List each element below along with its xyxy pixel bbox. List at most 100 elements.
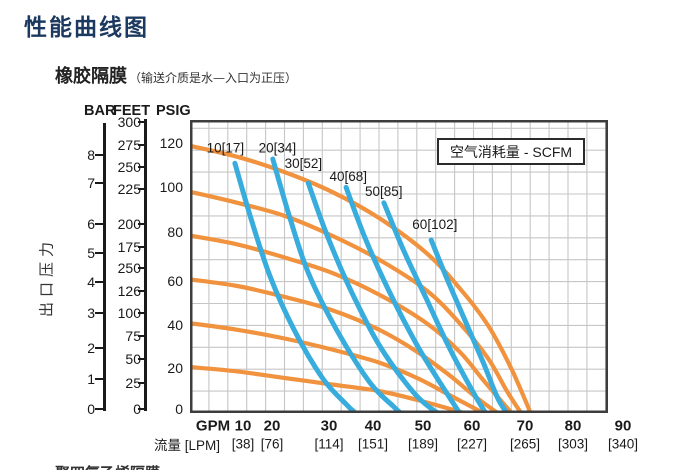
y-axis-title: 出口压力 <box>38 236 56 318</box>
gpm-tick-label: 10 <box>234 417 252 435</box>
bar-axis-tick <box>95 153 104 157</box>
feet-axis-tick <box>138 222 146 226</box>
bar-axis-tick <box>95 407 104 411</box>
bar-axis-tick <box>95 346 104 350</box>
bar-axis-tick <box>95 181 104 185</box>
bar-axis-label: 3 <box>87 305 95 321</box>
legend-box: 空气消耗量 - SCFM <box>437 138 585 165</box>
feet-axis-header: FEET <box>113 103 151 119</box>
performance-curve-discharge-60psig <box>190 277 500 413</box>
bar-axis-label: 0 <box>87 401 95 417</box>
page-title: 性能曲线图 <box>24 14 149 41</box>
feet-axis-label: 200 <box>117 216 141 232</box>
feet-axis-label: 126 <box>117 283 141 299</box>
section-subtitle: 橡胶隔膜 （输送介质是水—入口为正压） <box>55 62 297 88</box>
feet-axis-label: 75 <box>125 328 141 344</box>
lpm-unit-label: 流量 [LPM] <box>153 438 221 453</box>
performance-curve-discharge-120psig <box>190 143 533 413</box>
psig-axis-label: 120 <box>159 135 183 151</box>
feet-axis-label: 250 <box>117 260 141 276</box>
bar-axis-label: 1 <box>87 371 95 387</box>
lpm-tick-label: [38] <box>231 436 255 452</box>
bar-axis-line <box>103 123 106 411</box>
feet-axis-label: 275 <box>117 137 141 153</box>
curve-label-air-60-scfm: 60[102] <box>412 217 457 232</box>
lpm-tick-label: [265] <box>509 436 541 452</box>
feet-axis-tick <box>138 357 146 361</box>
bar-axis-tick <box>95 222 104 226</box>
bar-axis-tick <box>95 377 104 381</box>
gpm-tick-label: 90 <box>614 417 632 435</box>
feet-axis-tick <box>138 266 146 270</box>
psig-axis-header: PSIG <box>156 103 191 119</box>
gpm-tick-label: 70 <box>516 417 534 435</box>
gpm-tick-label: 80 <box>564 417 582 435</box>
air-consumption-curve-air-10-scfm <box>232 160 359 413</box>
psig-axis-label: 80 <box>167 224 183 240</box>
curve-label-air-40-scfm: 40[68] <box>330 169 368 184</box>
feet-axis-tick <box>138 334 146 338</box>
feet-axis-label: 0 <box>133 401 141 417</box>
feet-axis-tick <box>138 165 146 169</box>
diaphragm-type-label: 橡胶隔膜 <box>55 66 127 87</box>
bar-axis-label: 5 <box>87 245 95 261</box>
lpm-tick-label: [114] <box>314 436 344 452</box>
feet-axis-tick <box>138 289 146 293</box>
feet-axis-label: 25 <box>125 375 141 391</box>
lpm-tick-label: [227] <box>456 436 488 452</box>
air-consumption-curve-air-50-scfm <box>381 200 489 413</box>
psig-axis-label: 60 <box>167 273 183 289</box>
subtitle-note: （输送介质是水—入口为正压） <box>129 71 298 85</box>
gpm-tick-label: 20 <box>263 417 281 435</box>
performance-curve-discharge-100psig <box>190 189 524 413</box>
gpm-tick-label: 60 <box>463 417 481 435</box>
lpm-tick-label: [151] <box>357 436 389 452</box>
feet-axis-line <box>144 119 147 411</box>
lpm-tick-label: [340] <box>607 436 639 452</box>
feet-axis-label: 50 <box>125 351 141 367</box>
bar-axis-label: 7 <box>87 175 95 191</box>
bar-axis-header: BAR <box>84 103 116 119</box>
gpm-tick-label: 40 <box>364 417 382 435</box>
curve-label-air-50-scfm: 50[85] <box>365 184 403 199</box>
feet-axis-tick <box>138 143 146 147</box>
gpm-tick-label: 50 <box>414 417 432 435</box>
bar-axis-label: 8 <box>87 147 95 163</box>
gpm-tick-label: 30 <box>320 417 338 435</box>
feet-axis-label: 225 <box>117 181 141 197</box>
lpm-tick-label: [303] <box>557 436 589 452</box>
air-consumption-curve-air-30-scfm <box>305 180 441 413</box>
psig-axis-label: 0 <box>175 401 183 417</box>
lpm-tick-label: [189] <box>407 436 439 452</box>
performance-chart: 10[17] 20[34]30[52] 40[68]50[85] 60[102] <box>190 120 608 413</box>
feet-axis-label: 300 <box>117 114 141 130</box>
feet-axis-label: 175 <box>117 239 141 255</box>
bar-axis-tick <box>95 311 104 315</box>
bar-axis-label: 6 <box>87 216 95 232</box>
bar-axis-label: 2 <box>87 340 95 356</box>
air-consumption-curve-air-40-scfm <box>343 184 463 413</box>
air-consumption-curve-air-20-scfm <box>270 156 403 413</box>
clipped-next-section-text: 聚四氟乙烯隔膜 <box>55 462 160 470</box>
feet-axis-tick <box>138 120 146 124</box>
feet-axis-tick <box>138 311 146 315</box>
legend-label: 空气消耗量 - SCFM <box>449 143 573 160</box>
performance-curve-discharge-20psig <box>190 364 467 413</box>
psig-axis-label: 40 <box>167 317 183 333</box>
curve-label-air-20-scfm: 20[34] <box>259 140 297 155</box>
air-consumption-curve-air-60-scfm <box>428 237 510 413</box>
curve-label-air-30-scfm: 30[52] <box>285 156 323 171</box>
psig-axis-label: 100 <box>159 179 183 195</box>
bar-axis-tick <box>95 251 104 255</box>
bar-axis-label: 4 <box>87 274 95 290</box>
performance-curve-discharge-80psig <box>190 233 514 413</box>
feet-axis-label: 250 <box>117 159 141 175</box>
plot-border <box>190 120 608 413</box>
feet-axis-tick <box>138 245 146 249</box>
feet-axis-label: 100 <box>117 305 141 321</box>
feet-axis-tick <box>138 187 146 191</box>
curve-label-air-10-scfm: 10[17] <box>207 140 245 155</box>
lpm-tick-label: [76] <box>260 436 284 452</box>
feet-axis-tick <box>138 381 146 385</box>
